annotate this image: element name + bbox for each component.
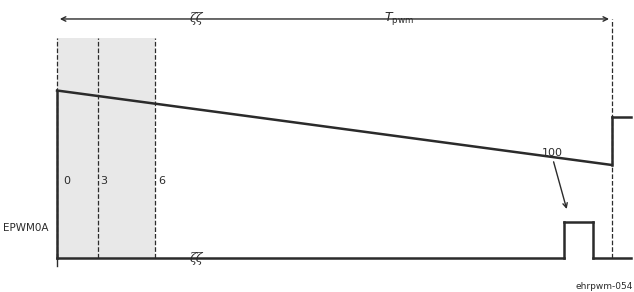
- Text: 100: 100: [542, 148, 563, 158]
- Text: ehrpwm-054: ehrpwm-054: [576, 281, 633, 291]
- Text: 0: 0: [63, 176, 70, 186]
- Bar: [57, 38, 155, 258]
- Text: 6: 6: [158, 176, 165, 186]
- Text: ζζ: ζζ: [190, 13, 204, 25]
- Text: $T_\mathregular{pwm}$: $T_\mathregular{pwm}$: [384, 11, 415, 27]
- Text: 3: 3: [100, 176, 107, 186]
- Text: ζζ: ζζ: [190, 252, 204, 265]
- Text: EPWM0A: EPWM0A: [3, 223, 49, 233]
